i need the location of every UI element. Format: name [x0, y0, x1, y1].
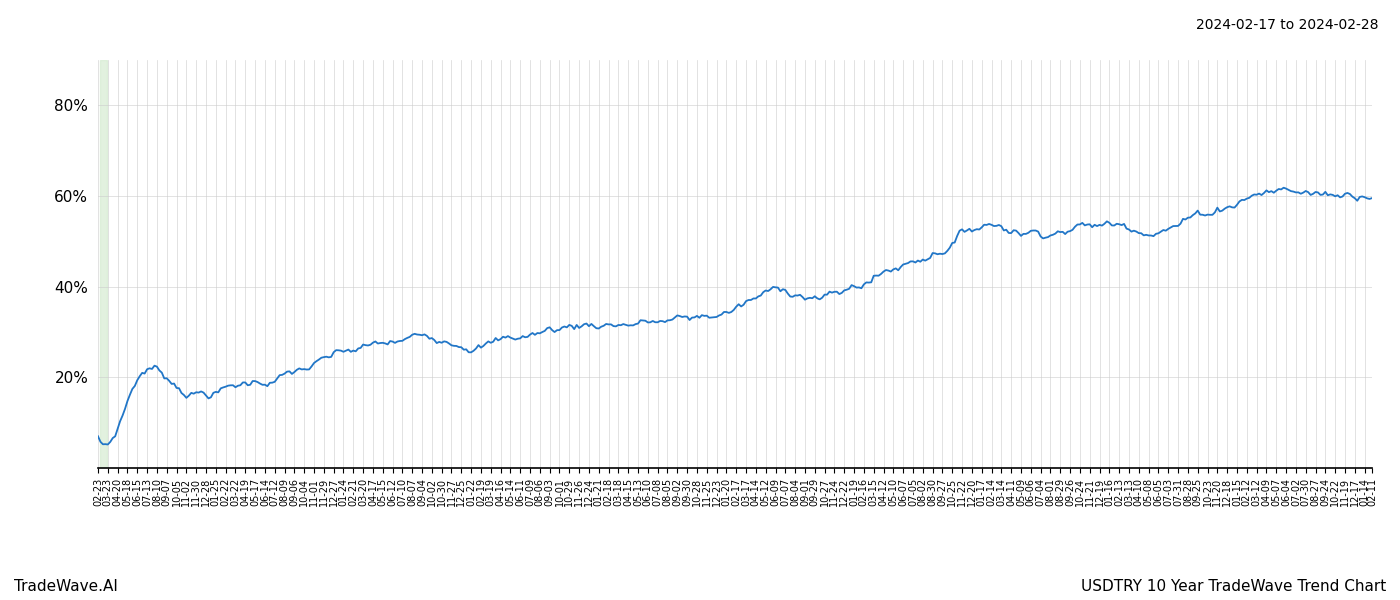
Text: USDTRY 10 Year TradeWave Trend Chart: USDTRY 10 Year TradeWave Trend Chart	[1081, 579, 1386, 594]
Text: 2024-02-17 to 2024-02-28: 2024-02-17 to 2024-02-28	[1197, 18, 1379, 32]
Text: TradeWave.AI: TradeWave.AI	[14, 579, 118, 594]
Bar	[101, 60, 106, 468]
